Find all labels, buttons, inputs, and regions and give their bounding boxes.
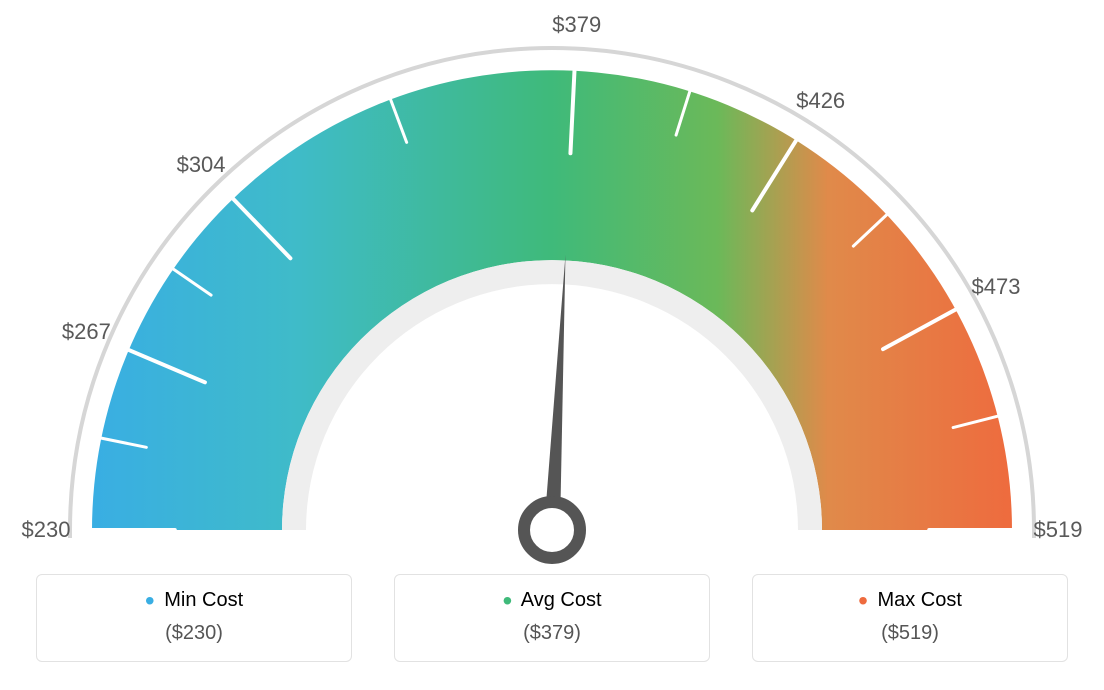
gauge-tick-label: $519: [1034, 517, 1083, 543]
legend-avg-value: ($379): [395, 622, 709, 645]
gauge-tick-label: $304: [177, 152, 226, 178]
legend-max-card: • Max Cost ($519): [752, 574, 1068, 662]
legend-min-card: • Min Cost ($230): [36, 574, 352, 662]
gauge-tick-label: $379: [552, 12, 601, 38]
legend-min-value: ($230): [37, 622, 351, 645]
legend-max-label: Max Cost: [877, 589, 961, 611]
legend-avg-label: Avg Cost: [521, 589, 602, 611]
gauge-tick-label: $426: [796, 88, 845, 114]
gauge-tick-label: $267: [62, 319, 111, 345]
gauge-tick-label: $473: [972, 274, 1021, 300]
gauge-dial: $230 $267 $304 $379 $426 $473 $519: [0, 0, 1104, 570]
gauge-tick-label: $230: [22, 517, 71, 543]
cost-gauge-chart: $230 $267 $304 $379 $426 $473 $519 • Min Cost …: [0, 0, 1104, 690]
avg-dot-icon: •: [502, 585, 512, 616]
legend-max-title: • Max Cost: [753, 589, 1067, 612]
min-dot-icon: •: [145, 585, 155, 616]
legend-avg-card: • Avg Cost ($379): [394, 574, 710, 662]
legend-avg-title: • Avg Cost: [395, 589, 709, 612]
max-dot-icon: •: [858, 585, 868, 616]
legend-row: • Min Cost ($230) • Avg Cost ($379) • Ma…: [0, 574, 1104, 662]
legend-min-label: Min Cost: [164, 589, 243, 611]
legend-max-value: ($519): [753, 622, 1067, 645]
legend-min-title: • Min Cost: [37, 589, 351, 612]
gauge-svg: [0, 0, 1104, 590]
